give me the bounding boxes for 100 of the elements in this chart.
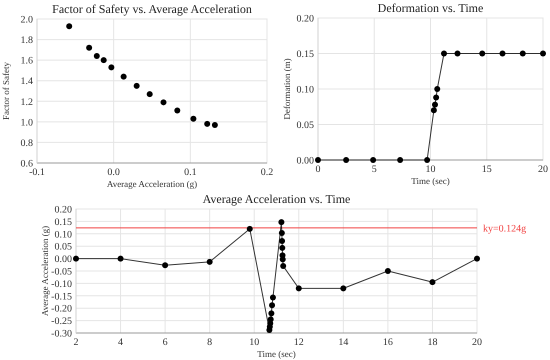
point <box>500 50 506 56</box>
point <box>269 302 276 308</box>
point <box>120 74 127 80</box>
x-axis-title: Time (sec) <box>411 176 450 186</box>
y-tick-label: 0.00 <box>296 156 314 166</box>
point <box>134 82 140 89</box>
x-tick-label: 0.1 <box>184 167 197 178</box>
point <box>479 50 486 56</box>
point <box>146 91 153 98</box>
point <box>432 102 438 108</box>
x-tick-label: 0 <box>316 164 320 175</box>
point <box>108 64 114 70</box>
y-tick-label: 1.2 <box>20 96 33 108</box>
y-tick-label: 0.8 <box>20 138 33 149</box>
point <box>73 256 79 262</box>
point <box>540 50 546 56</box>
y-tick-label: 1.8 <box>20 35 33 46</box>
point <box>86 44 92 51</box>
x-tick-label: 10 <box>249 337 260 348</box>
point <box>94 53 100 60</box>
point <box>206 258 213 265</box>
y-tick-label: -0.30 <box>51 328 72 340</box>
point <box>280 263 286 270</box>
y-tick-label: 0.15 <box>54 216 72 228</box>
point <box>520 50 526 56</box>
y-tick-label: -0.20 <box>51 304 72 315</box>
x-tick-label: 20 <box>472 337 482 348</box>
point <box>160 99 166 106</box>
y-tick-label: 2.0 <box>20 14 33 26</box>
point <box>434 86 440 92</box>
point <box>429 279 436 286</box>
x-tick-label: 20 <box>538 164 548 175</box>
point <box>278 219 284 226</box>
x-axis-title: Time (sec) <box>257 349 296 359</box>
point <box>118 256 124 262</box>
point <box>204 120 210 127</box>
x-tick-label: 18 <box>427 337 438 348</box>
y-axis-title: Average Acceleration (g) <box>40 226 50 316</box>
point <box>279 238 286 244</box>
point <box>190 116 196 122</box>
y-tick-label: -0.10 <box>51 278 72 290</box>
point <box>278 230 285 236</box>
y-tick-label: 0.20 <box>296 14 314 24</box>
chart-title: Average Acceleration vs. Time <box>202 192 350 206</box>
y-tick-label: 1.6 <box>20 56 33 67</box>
y-tick-label: 1.4 <box>20 76 33 88</box>
y-tick-label: 0.15 <box>296 49 314 60</box>
x-axis-title: Average Acceleration (g) <box>106 179 198 189</box>
point <box>340 285 346 292</box>
x-tick-label: -0.1 <box>29 167 45 178</box>
x-tick-label: 8 <box>207 337 212 348</box>
point <box>433 94 440 101</box>
point <box>174 108 180 114</box>
x-tick-label: 5 <box>372 164 377 175</box>
x-tick-label: 0.0 <box>107 167 120 178</box>
x-tick-label: 12 <box>294 337 304 348</box>
point <box>100 57 107 64</box>
point <box>454 50 460 56</box>
point <box>430 107 437 114</box>
x-tick-label: 15 <box>482 164 492 175</box>
y-tick-label: 0.10 <box>54 229 72 240</box>
y-tick-label: 1.0 <box>20 117 33 128</box>
ref-line-label: ky=0.124g <box>483 223 526 234</box>
point <box>279 244 286 251</box>
x-tick-label: 4 <box>118 337 124 348</box>
x-tick-label: 0.2 <box>260 167 274 178</box>
x-tick-label: 14 <box>338 337 348 348</box>
point <box>441 50 447 56</box>
point <box>384 268 391 274</box>
y-tick-label: 0.00 <box>54 254 72 266</box>
point <box>474 256 480 262</box>
x-tick-label: 10 <box>426 164 436 175</box>
y-tick-label: 0.10 <box>296 84 314 96</box>
point <box>268 310 274 316</box>
point <box>212 122 218 128</box>
point <box>315 157 321 163</box>
point <box>270 294 276 301</box>
y-tick-label: -0.25 <box>51 316 72 328</box>
x-tick-label: 6 <box>162 337 168 348</box>
y-axis-title: Factor of Safety <box>1 62 11 120</box>
y-tick-label: 0.05 <box>296 120 314 131</box>
point <box>296 285 302 292</box>
y-axis-title: Deformation (m) <box>282 58 292 120</box>
chart-title: Deformation vs. Time <box>378 1 484 15</box>
chart-title: Factor of Safety vs. Average Acceleration <box>52 2 252 16</box>
y-tick-label: 0.05 <box>54 242 72 253</box>
point <box>246 226 253 232</box>
y-tick-label: -0.15 <box>51 291 72 302</box>
point <box>424 157 430 163</box>
point <box>343 157 350 163</box>
y-tick-label: 0.6 <box>20 158 33 170</box>
y-tick-label: -0.05 <box>51 266 72 278</box>
x-tick-label: 2 <box>74 337 78 348</box>
point <box>66 23 72 30</box>
point <box>162 262 168 268</box>
point <box>268 316 274 322</box>
point <box>370 157 376 163</box>
x-tick-label: 16 <box>382 337 393 348</box>
y-tick-label: 0.20 <box>54 204 72 216</box>
point <box>397 157 404 163</box>
